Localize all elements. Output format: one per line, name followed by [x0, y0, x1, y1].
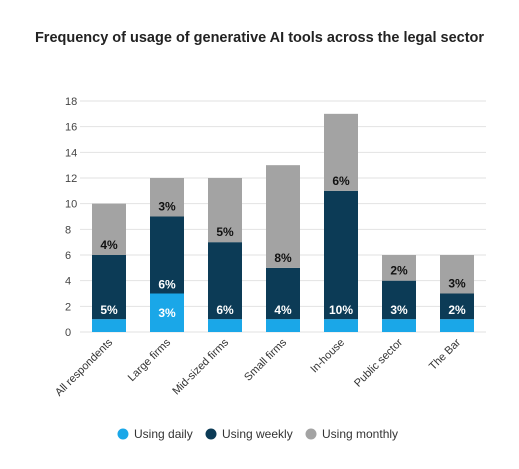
bar-2-5 — [324, 190, 358, 320]
data-label-2-2: 6% — [158, 278, 176, 292]
bar-2-6 — [382, 280, 416, 320]
data-label-3-1: 4% — [100, 238, 118, 252]
y-tick-label-18: 18 — [65, 96, 77, 108]
bar-3-1 — [92, 203, 126, 255]
data-label-3-4: 8% — [274, 251, 292, 265]
bar-2-7 — [440, 293, 474, 320]
bar-2-1 — [92, 255, 126, 320]
chart-title: Frequency of usage of generative AI tool… — [34, 30, 485, 46]
bar-3-5 — [324, 113, 358, 191]
bar-1-2 — [150, 293, 184, 332]
bar-1-6 — [382, 319, 416, 332]
bar-1-3 — [208, 319, 242, 332]
y-tick-label-8: 8 — [65, 224, 71, 236]
bar-1-4 — [266, 319, 300, 332]
data-label-2-1: 5% — [100, 303, 118, 317]
legend-label-2: Using weekly — [222, 427, 293, 441]
data-label-3-6: 2% — [390, 264, 408, 278]
y-tick-label-16: 16 — [65, 122, 77, 134]
legend-marker-1 — [117, 428, 129, 440]
y-tick-label-14: 14 — [65, 147, 77, 159]
data-label-3-2: 3% — [158, 200, 176, 214]
y-tick-label-12: 12 — [65, 173, 77, 185]
legend-marker-3 — [305, 428, 317, 440]
bar-1-5 — [324, 319, 358, 332]
data-label-2-6: 3% — [390, 303, 408, 317]
category-label-4: Small firms — [242, 336, 289, 383]
bar-2-3 — [208, 242, 242, 320]
bar-3-4 — [266, 165, 300, 268]
bar-3-2 — [150, 178, 184, 217]
category-label-5: In-house — [308, 337, 347, 376]
bar-1-1 — [92, 319, 126, 332]
legend-marker-2 — [205, 428, 217, 440]
bar-2-2 — [150, 216, 184, 294]
y-tick-label-6: 6 — [65, 250, 71, 262]
legend-label-3: Using monthly — [322, 427, 398, 441]
category-label-1: All respondents — [53, 336, 115, 398]
category-label-2: Large firms — [126, 336, 174, 384]
bar-1-7 — [440, 319, 474, 332]
data-label-3-5: 6% — [332, 174, 350, 188]
y-tick-label-4: 4 — [65, 276, 71, 288]
legend-label-1: Using daily — [134, 427, 193, 441]
data-label-1-2: 3% — [158, 306, 176, 320]
y-tick-label-2: 2 — [65, 301, 71, 313]
category-label-3: Mid-sized firms — [170, 336, 231, 397]
data-label-2-5: 10% — [329, 303, 353, 317]
category-label-6: Public sector — [352, 336, 405, 389]
y-tick-label-10: 10 — [65, 199, 77, 211]
data-label-2-4: 4% — [274, 303, 292, 317]
data-label-3-3: 5% — [216, 225, 234, 239]
data-label-2-7: 2% — [448, 303, 466, 317]
category-label-7: The Bar — [427, 336, 463, 372]
bar-3-7 — [440, 255, 474, 294]
data-label-3-7: 3% — [448, 277, 466, 291]
data-label-2-3: 6% — [216, 303, 234, 317]
bar-2-4 — [266, 267, 300, 320]
y-tick-label-0: 0 — [65, 327, 71, 339]
bar-3-6 — [382, 255, 416, 281]
bar-3-3 — [208, 178, 242, 243]
